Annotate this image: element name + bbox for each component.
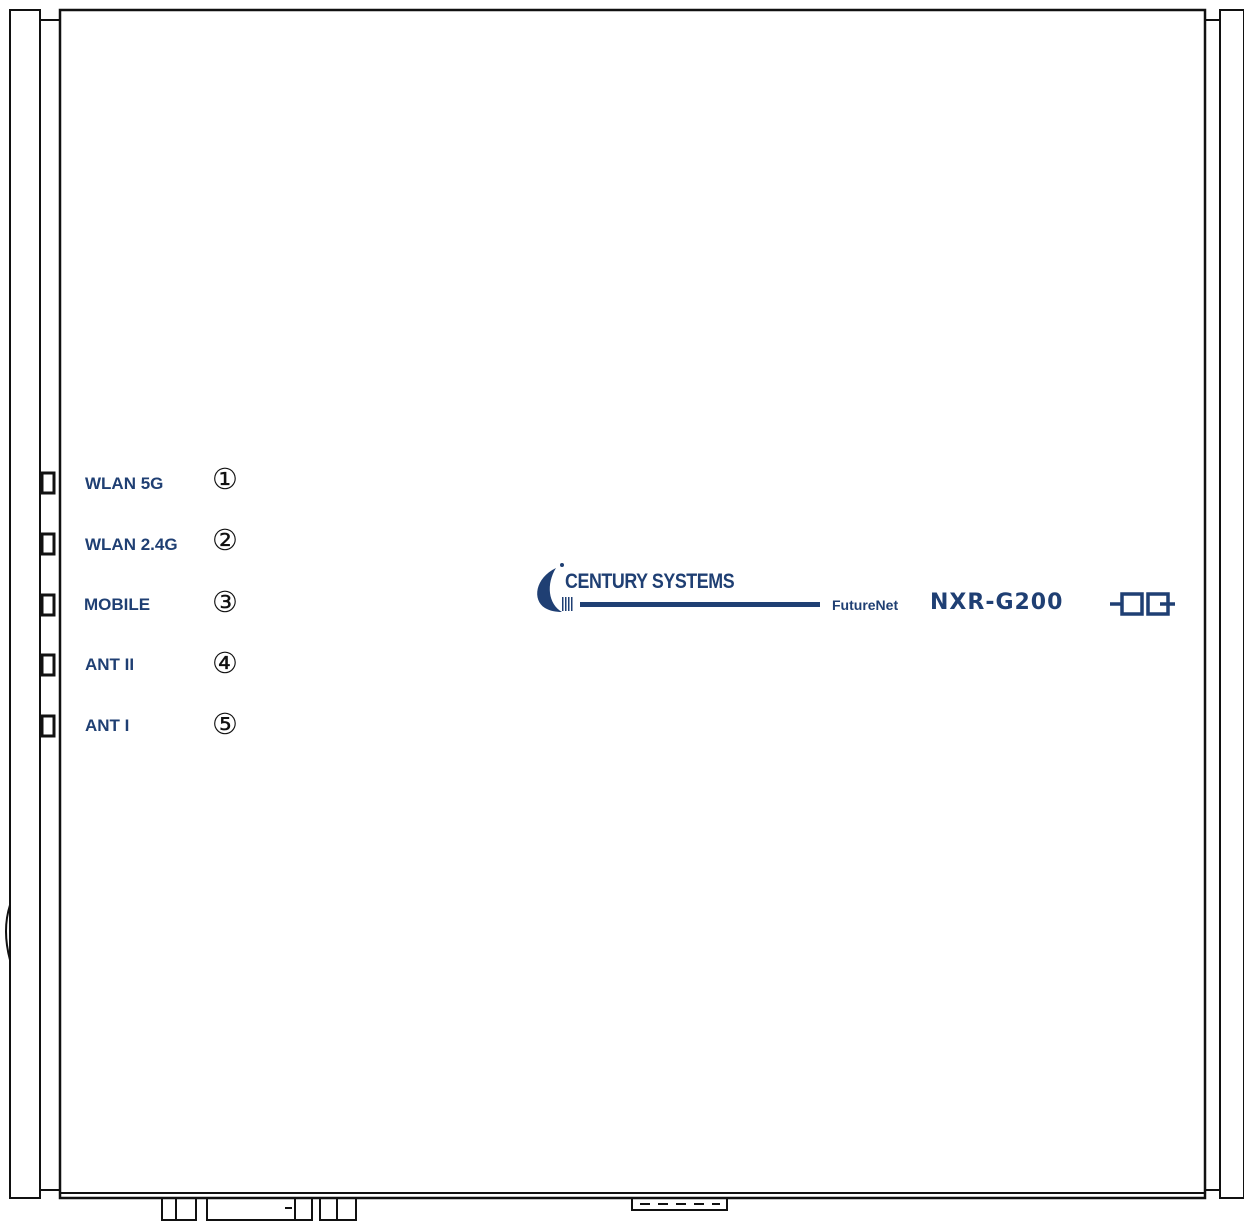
left-side-rail xyxy=(5,9,60,1199)
led-label-ant-1: ANT I xyxy=(85,716,130,735)
led-window-1 xyxy=(40,471,56,495)
callout-number-5: ⑤ xyxy=(212,707,238,741)
led-label-wlan-5g: WLAN 5G xyxy=(85,474,164,493)
led-window-3 xyxy=(40,593,56,617)
led-windows xyxy=(40,471,56,738)
bottom-connectors xyxy=(161,1197,728,1221)
callout-number-2: ② xyxy=(212,523,238,557)
fn-logo-icon xyxy=(1110,592,1175,616)
led-window-4 xyxy=(40,653,56,677)
led-label-mobile: MOBILE xyxy=(84,595,151,614)
century-systems-logo-icon xyxy=(537,563,573,612)
brand-series-name: FutureNet xyxy=(832,597,899,613)
brand-model-name: NXR-G200 xyxy=(930,590,1064,615)
led-window-5 xyxy=(40,714,56,738)
callout-number-3: ③ xyxy=(212,585,238,619)
led-window-2 xyxy=(40,532,56,556)
brand-company-name: CENTURY SYSTEMS xyxy=(565,570,735,593)
right-side-rail xyxy=(1205,9,1244,1199)
brand-underline xyxy=(580,602,820,607)
led-label-wlan-2-4g: WLAN 2.4G xyxy=(85,535,178,554)
callout-number-1: ① xyxy=(212,462,238,496)
callout-number-4: ④ xyxy=(212,646,238,680)
led-label-ant-2: ANT II xyxy=(85,655,135,674)
